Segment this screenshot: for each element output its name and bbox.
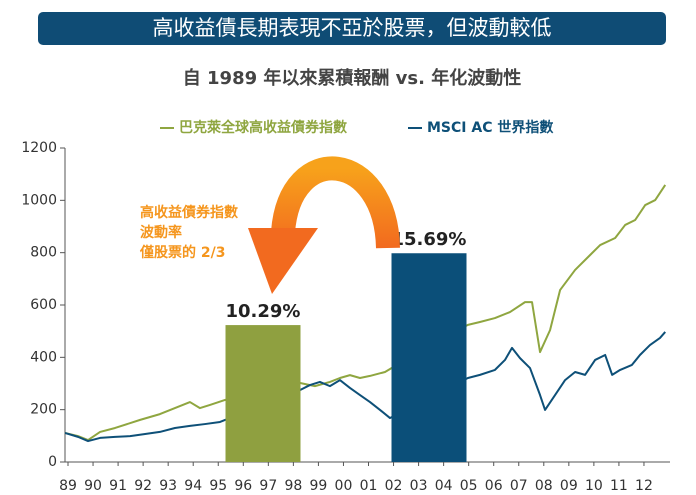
bar [391,253,467,462]
annotation-line: 高收益債券指數 [140,204,238,221]
x-tick-label: 91 [109,478,127,494]
y-tick-label: 200 [30,402,57,418]
chart-subtitle: 自 1989 年以來累積報酬 vs. 年化波動性 [183,67,521,89]
y-tick-label: 1000 [21,192,57,208]
x-tick-label: 06 [485,478,503,494]
x-tick-label: 12 [635,478,653,494]
y-tick-label: 600 [30,297,57,313]
line-series [64,331,666,443]
x-tick-label: 89 [59,478,77,494]
x-tick-label: 90 [84,478,102,494]
y-tick-label: 400 [30,349,57,365]
x-tick-label: 09 [560,478,578,494]
x-tick-label: 04 [435,478,453,494]
x-tick-label: 02 [385,478,403,494]
chart-title: 高收益債長期表現不亞於股票，但波動較低 [153,16,552,40]
x-tick-label: 95 [209,478,227,494]
x-tick-label: 10 [585,478,603,494]
bar-value-label: 15.69% [392,229,467,250]
x-tick-label: 01 [360,478,378,494]
x-tick-label: 07 [510,478,528,494]
y-tick-label: 1200 [21,140,57,156]
arrow-body [271,156,400,249]
legend-label: MSCI AC 世界指數 [427,119,553,136]
annotation-line: 波動率 [140,224,182,241]
legend: 巴克萊全球高收益債券指數 MSCI AC 世界指數 [160,119,553,136]
x-tick-label: 93 [159,478,177,494]
bar [225,325,301,462]
x-tick-label: 00 [335,478,353,494]
y-tick-label: 0 [48,454,57,470]
bar-value-label: 10.29% [226,301,301,322]
legend-label: 巴克萊全球高收益債券指數 [179,119,347,136]
title-banner [38,12,666,45]
x-tick-label: 08 [535,478,553,494]
x-tick-label: 94 [184,478,202,494]
arrow-head [248,228,318,294]
x-tick-label: 92 [134,478,152,494]
x-tick-label: 96 [234,478,252,494]
x-tick-label: 05 [460,478,478,494]
x-tick-label: 03 [410,478,428,494]
x-tick-label: 98 [284,478,302,494]
annotation-arrow [248,156,400,294]
line-series [64,184,667,442]
x-tick-label: 11 [610,478,628,494]
x-tick-label: 97 [259,478,277,494]
annotation-line: 僅股票的 2/3 [139,244,225,261]
y-tick-label: 800 [30,245,57,261]
x-tick-label: 99 [310,478,328,494]
